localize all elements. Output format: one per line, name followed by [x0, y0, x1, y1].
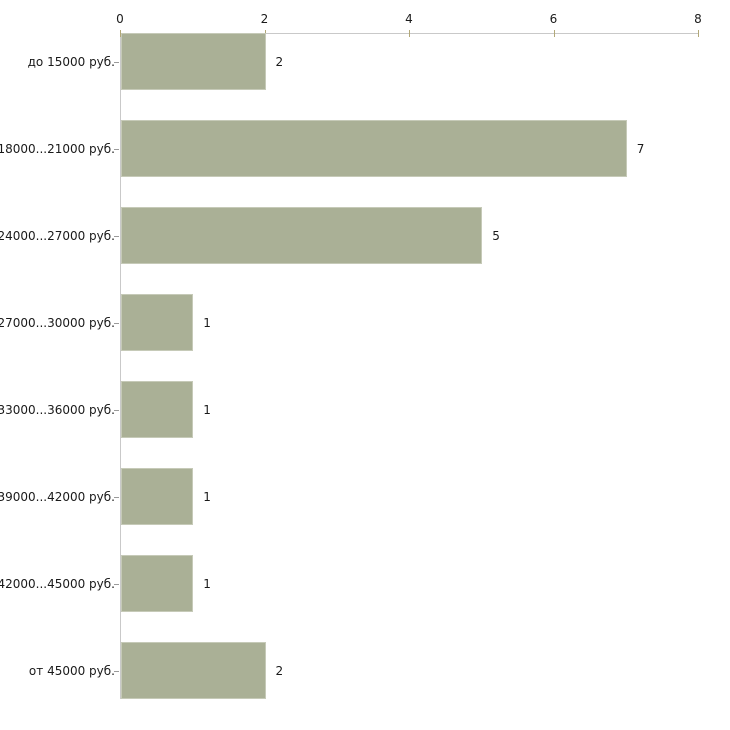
category-label: 39000...42000 руб. — [0, 489, 115, 504]
category-label: 42000...45000 руб. — [0, 576, 115, 591]
category-tick-mark — [114, 583, 119, 585]
x-axis-tick-mark — [553, 30, 555, 37]
value-label: 1 — [203, 576, 211, 591]
bar — [121, 642, 266, 699]
bar — [121, 468, 194, 525]
x-axis-tick-label: 6 — [549, 12, 558, 26]
category-tick-mark — [114, 61, 119, 63]
bar — [121, 120, 627, 177]
category-label: 18000...21000 руб. — [0, 141, 115, 156]
category-tick-mark — [114, 322, 119, 324]
bar — [121, 381, 194, 438]
category-label: от 45000 руб. — [28, 663, 115, 678]
category-tick-mark — [114, 148, 119, 150]
x-axis-tick-mark — [409, 30, 410, 37]
category-label: 27000...30000 руб. — [0, 315, 115, 330]
category-label: 33000...36000 руб. — [0, 402, 115, 417]
category-tick-mark — [114, 235, 119, 237]
x-axis-tick-label: 2 — [260, 12, 269, 26]
value-label: 1 — [203, 315, 211, 330]
value-label: 5 — [492, 228, 500, 243]
bar — [121, 294, 194, 351]
category-tick-mark — [114, 496, 119, 498]
x-axis-tick-label: 8 — [694, 12, 702, 26]
x-axis-tick-label: 0 — [116, 12, 124, 26]
y-axis-line — [120, 33, 121, 699]
value-label: 2 — [275, 663, 284, 678]
value-label: 1 — [203, 402, 211, 417]
category-label: 24000...27000 руб. — [0, 228, 115, 243]
category-tick-mark — [114, 409, 119, 411]
x-axis-tick-mark — [120, 30, 121, 37]
bar — [121, 33, 266, 90]
bar — [121, 207, 483, 264]
value-label: 2 — [275, 54, 284, 69]
category-tick-mark — [114, 670, 119, 672]
value-label: 1 — [203, 489, 211, 504]
x-axis-tick-label: 4 — [405, 12, 413, 26]
bar — [121, 555, 194, 612]
category-label: до 15000 руб. — [27, 54, 115, 69]
value-label: 7 — [636, 141, 645, 156]
x-axis-tick-mark — [698, 30, 699, 37]
